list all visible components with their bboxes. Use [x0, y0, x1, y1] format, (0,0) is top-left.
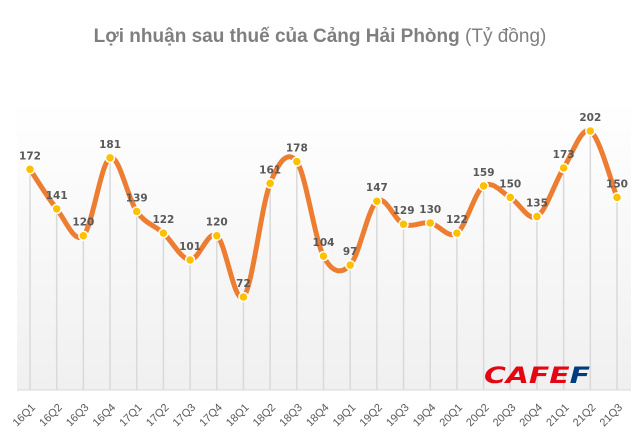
svg-text:159: 159	[473, 167, 495, 179]
svg-text:19Q4: 19Q4	[411, 402, 439, 430]
svg-text:104: 104	[313, 237, 335, 249]
svg-text:17Q2: 17Q2	[144, 402, 172, 430]
svg-text:135: 135	[526, 198, 548, 210]
gridlines	[29, 131, 618, 390]
svg-text:20Q4: 20Q4	[518, 402, 546, 430]
svg-text:16Q2: 16Q2	[37, 402, 65, 430]
svg-text:147: 147	[366, 182, 388, 194]
logo-cafe: CAFE	[484, 364, 570, 389]
chart-title: Lợi nhuận sau thuế của Cảng Hải Phòng (T…	[0, 26, 640, 48]
svg-text:150: 150	[499, 178, 521, 190]
data-markers	[24, 125, 623, 303]
svg-text:18Q1: 18Q1	[224, 402, 252, 430]
svg-text:120: 120	[72, 217, 94, 229]
svg-text:202: 202	[579, 112, 601, 124]
svg-text:150: 150	[606, 178, 628, 190]
title-unit: (Tỷ đồng)	[459, 26, 547, 47]
svg-text:19Q1: 19Q1	[331, 402, 359, 430]
svg-text:181: 181	[99, 139, 121, 151]
svg-text:20Q2: 20Q2	[464, 402, 492, 430]
svg-text:18Q3: 18Q3	[277, 402, 305, 430]
svg-text:161: 161	[259, 164, 281, 176]
x-axis-ticks: 16Q1 16Q2 16Q3 16Q4 17Q1 17Q2 17Q3 17Q4 18Q1 18Q2…	[11, 402, 626, 430]
svg-text:72: 72	[236, 278, 251, 290]
svg-text:17Q4: 17Q4	[197, 402, 225, 430]
svg-text:16Q4: 16Q4	[91, 402, 119, 430]
data-labels: 172 141 120 181 139 122 101 120 72 161 178 104 97 147…	[19, 112, 628, 290]
svg-text:101: 101	[179, 241, 201, 253]
title-company: Cảng Hải Phòng	[313, 26, 460, 47]
svg-text:21Q2: 21Q2	[571, 402, 599, 430]
svg-text:17Q1: 17Q1	[117, 402, 145, 430]
svg-text:20Q1: 20Q1	[438, 402, 466, 430]
svg-text:141: 141	[46, 190, 68, 202]
svg-text:172: 172	[19, 150, 41, 162]
svg-text:97: 97	[343, 246, 358, 258]
svg-text:17Q3: 17Q3	[171, 402, 199, 430]
svg-text:16Q1: 16Q1	[11, 402, 39, 430]
svg-text:120: 120	[206, 217, 228, 229]
svg-text:122: 122	[446, 214, 468, 226]
svg-text:19Q2: 19Q2	[357, 402, 385, 430]
svg-text:18Q2: 18Q2	[251, 402, 279, 430]
title-part1: Lợi nhuận sau thuế của	[93, 26, 314, 47]
svg-text:16Q3: 16Q3	[64, 402, 92, 430]
svg-text:129: 129	[393, 205, 415, 217]
svg-text:178: 178	[286, 143, 308, 155]
svg-text:20Q3: 20Q3	[491, 402, 519, 430]
cafef-logo: CAFE F	[484, 364, 590, 389]
svg-text:122: 122	[152, 214, 174, 226]
svg-text:139: 139	[126, 192, 148, 204]
svg-text:21Q1: 21Q1	[544, 402, 572, 430]
svg-text:173: 173	[553, 149, 575, 161]
logo-f: F	[570, 364, 590, 389]
svg-text:19Q3: 19Q3	[384, 402, 412, 430]
svg-text:130: 130	[419, 204, 441, 216]
svg-text:21Q3: 21Q3	[598, 402, 626, 430]
svg-text:18Q4: 18Q4	[304, 402, 332, 430]
